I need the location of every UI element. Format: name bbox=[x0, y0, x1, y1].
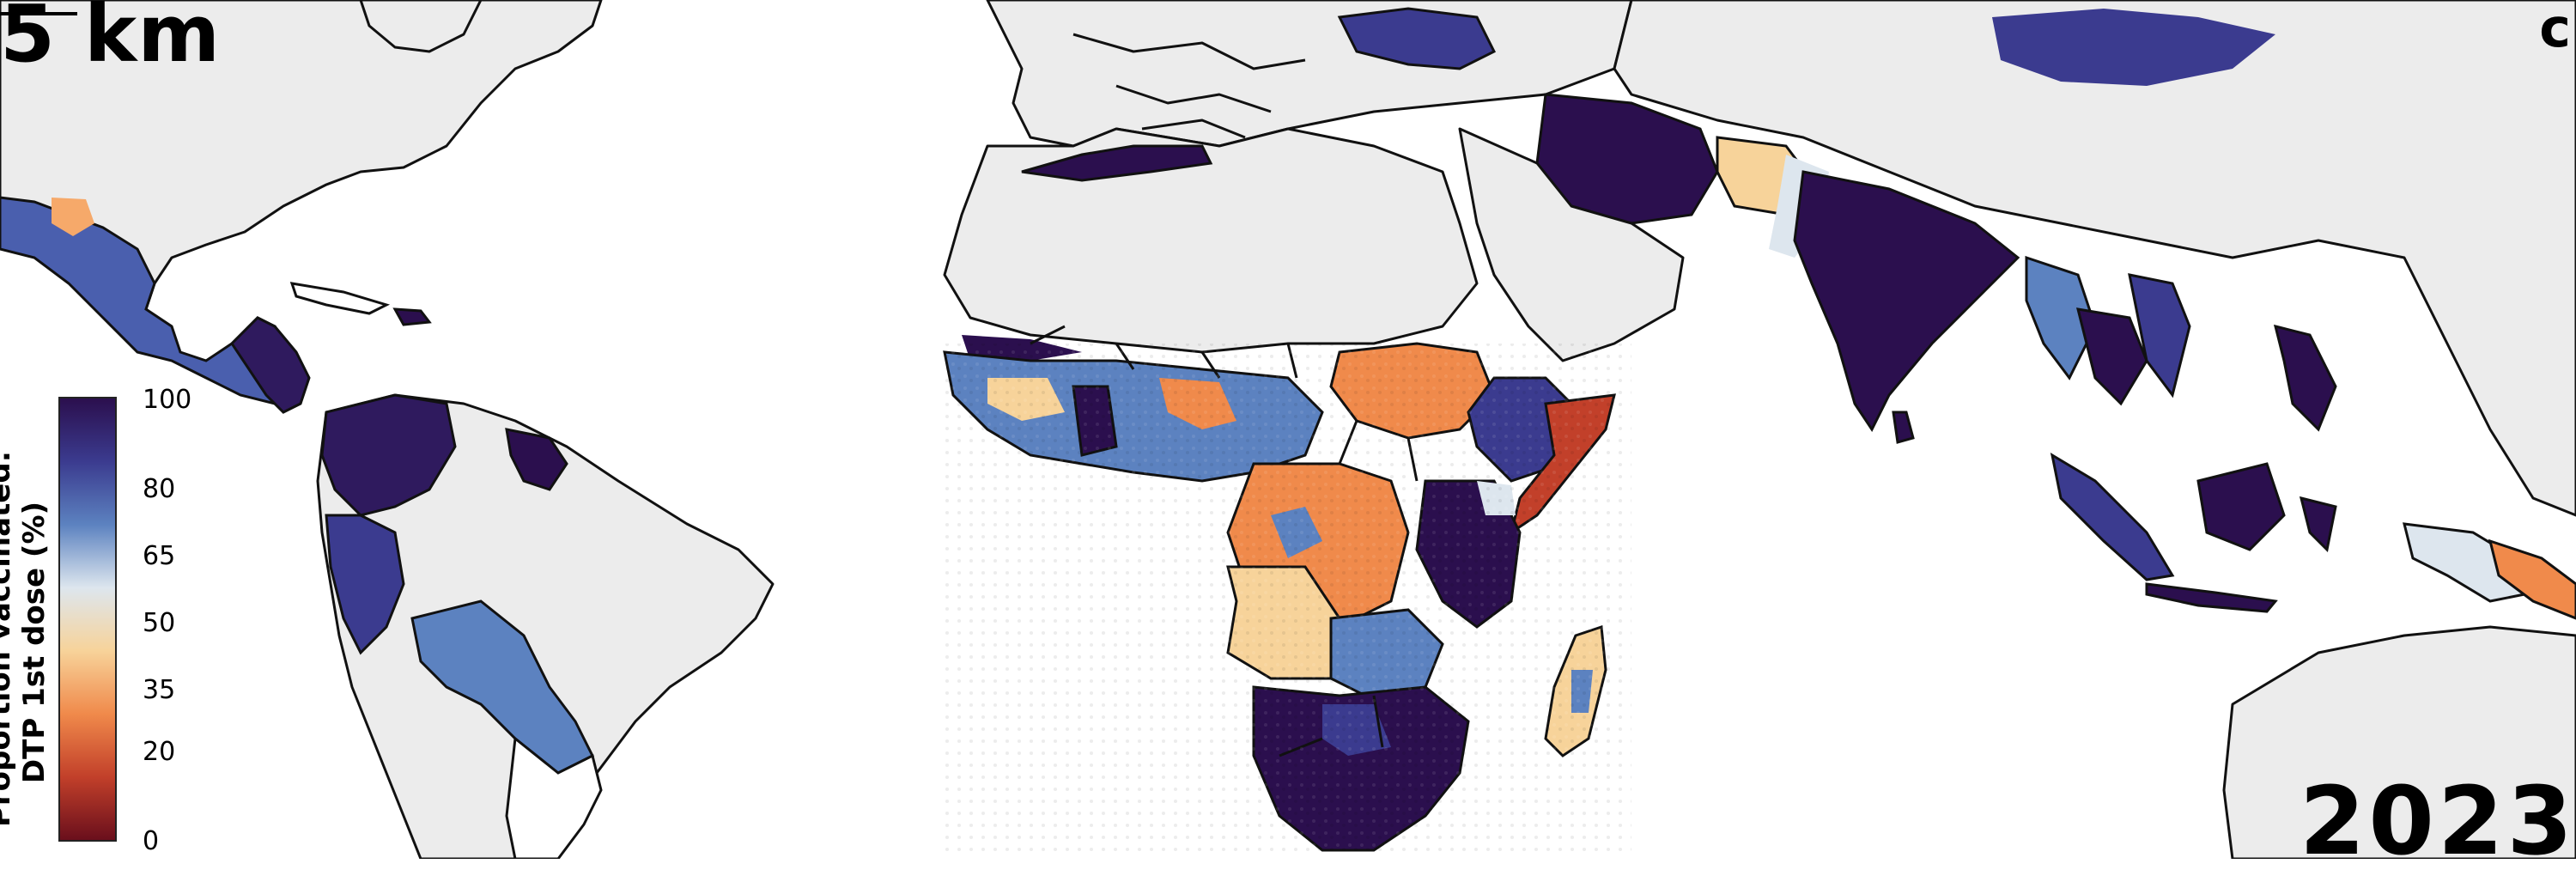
legend-tick-50: 50 bbox=[143, 608, 176, 638]
top-right-partial-label: c bbox=[2539, 0, 2571, 59]
legend-tick-65: 65 bbox=[143, 541, 176, 571]
texture-overlay bbox=[945, 344, 1631, 859]
haiti-land bbox=[392, 307, 432, 326]
australia-land bbox=[2222, 625, 2576, 859]
sumatra-region bbox=[2050, 452, 2175, 581]
ukraine-region bbox=[1337, 7, 1497, 70]
arabia-land bbox=[1458, 127, 1685, 362]
south-america-land bbox=[316, 393, 775, 859]
india-region bbox=[1793, 170, 2020, 432]
legend-tick-20: 20 bbox=[143, 737, 176, 767]
sri-lanka-region bbox=[1892, 411, 1915, 444]
morocco-algeria-region bbox=[1021, 144, 1213, 182]
guyana-region bbox=[505, 428, 568, 491]
legend-tick-0: 0 bbox=[143, 826, 160, 856]
legend-title-line1: Proportion vaccinated: bbox=[0, 450, 17, 827]
asia-land bbox=[1613, 0, 2576, 517]
mexico-low-coverage-patch bbox=[52, 198, 94, 236]
colombia-venezuela-region bbox=[320, 393, 457, 517]
year-label: 2023 bbox=[2299, 766, 2576, 876]
legend-color-bar bbox=[58, 397, 117, 842]
java-region bbox=[2145, 582, 2278, 613]
philippines-region bbox=[2273, 324, 2337, 432]
europe-borders bbox=[1072, 33, 1306, 139]
vietnam-region bbox=[2128, 273, 2191, 398]
myanmar-region bbox=[2025, 255, 2097, 380]
north-africa-land bbox=[943, 127, 1479, 354]
scale-bar-line bbox=[0, 12, 77, 15]
cuba-land bbox=[289, 282, 391, 315]
legend-tick-100: 100 bbox=[143, 385, 192, 415]
greenland-land bbox=[359, 0, 483, 53]
mongolia-region bbox=[1992, 9, 2275, 86]
legend-tick-35: 35 bbox=[143, 675, 176, 705]
legend-title: Proportion vaccinated: DTP 1st dose (%) bbox=[0, 450, 52, 827]
central-america-region bbox=[230, 316, 311, 414]
borneo-region bbox=[2196, 462, 2286, 551]
scale-label: 5 km bbox=[0, 0, 222, 80]
thailand-region bbox=[2075, 307, 2148, 406]
europe-land bbox=[986, 0, 1633, 148]
sulawesi-region bbox=[2299, 496, 2337, 553]
peru-region bbox=[325, 514, 405, 655]
argentina-land bbox=[505, 736, 603, 859]
png-region bbox=[2488, 538, 2576, 620]
papua-region bbox=[2403, 522, 2536, 603]
legend-title-line2: DTP 1st dose (%) bbox=[17, 501, 52, 784]
legend-tick-80: 80 bbox=[143, 474, 176, 504]
